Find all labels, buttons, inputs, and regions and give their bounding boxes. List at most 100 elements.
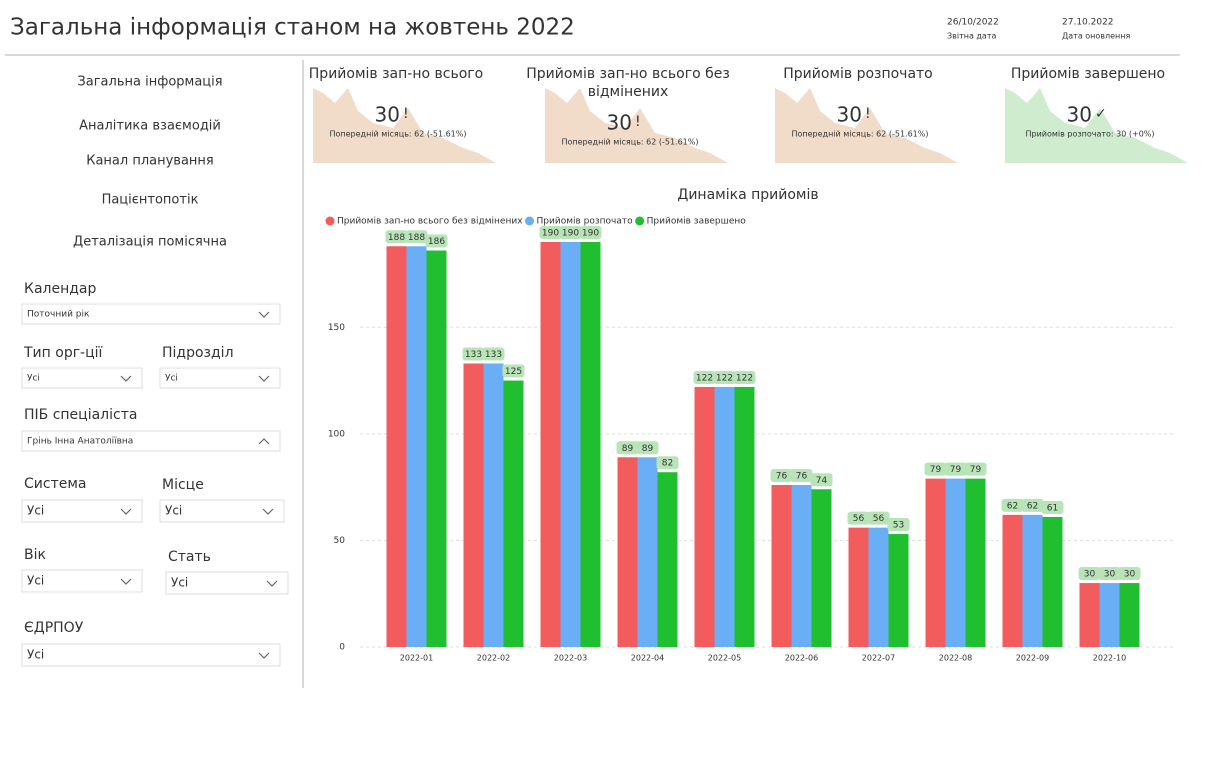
data-label: 89 (642, 444, 654, 454)
data-label-bg (559, 226, 582, 239)
nav-item[interactable]: Канал планування (86, 154, 214, 169)
legend-swatch (635, 216, 645, 226)
dropdown-value: Усі (27, 504, 44, 518)
data-label: 125 (505, 367, 522, 377)
data-label: 188 (388, 233, 405, 243)
bar (426, 250, 447, 648)
x-tick-label: 2022-10 (1093, 654, 1126, 663)
nav-item[interactable]: Аналітика взаємодій (79, 119, 221, 134)
dropdown[interactable] (21, 303, 281, 325)
data-label-bg (1098, 567, 1121, 581)
bar (734, 386, 755, 647)
bar (503, 380, 524, 647)
bar (868, 527, 889, 647)
dropdown[interactable] (21, 499, 143, 523)
data-label-bg (770, 469, 793, 482)
data-label-bg (847, 511, 870, 525)
data-label-bg (482, 347, 505, 361)
data-label-bg (867, 511, 890, 525)
bar (560, 242, 581, 647)
filter-label: Система (24, 476, 86, 492)
dropdown[interactable] (165, 571, 289, 595)
filter-label: Календар (24, 281, 96, 297)
data-label: 30 (1104, 570, 1116, 580)
dropdown[interactable] (21, 569, 143, 593)
data-label: 62 (1007, 501, 1018, 511)
chart-title: Динаміка прийомів (677, 187, 818, 203)
dropdown-arrow (266, 580, 278, 587)
data-label-bg (405, 230, 428, 244)
x-tick-label: 2022-02 (477, 654, 510, 663)
data-label-bg (539, 226, 562, 239)
x-tick-label: 2022-09 (1016, 654, 1049, 663)
report-date: 26/10/2022 (947, 18, 999, 28)
data-label-bg (502, 364, 525, 378)
data-label-bg (616, 441, 639, 455)
data-label-bg (693, 370, 716, 384)
legend-swatch (525, 216, 535, 226)
data-label: 53 (893, 521, 904, 531)
data-label-bg (1041, 500, 1064, 514)
dropdown-value: Усі (171, 576, 188, 590)
y-tick-label: 50 (334, 536, 346, 546)
dropdown[interactable] (159, 499, 285, 523)
dropdown-value: Поточний рік (27, 310, 90, 320)
x-tick-label: 2022-03 (554, 654, 587, 663)
x-tick-label: 2022-04 (631, 654, 664, 663)
bar (617, 457, 638, 647)
legend-label: Прийомів завершено (647, 217, 747, 227)
filter-label: Тип орг-ції (23, 345, 103, 361)
dropdown[interactable] (21, 643, 281, 667)
kpi-note: Попередній місяць: 62 (-51.61%) (329, 130, 466, 139)
data-label-bg (579, 226, 602, 239)
dropdown-value: Усі (27, 574, 44, 588)
data-label: 82 (662, 459, 673, 469)
data-label: 79 (930, 465, 942, 475)
dropdown[interactable] (21, 430, 281, 452)
data-label-bg (924, 462, 947, 476)
data-label-bg (1078, 567, 1101, 581)
dropdown[interactable] (159, 367, 281, 389)
data-label: 190 (562, 229, 579, 239)
data-label: 188 (408, 233, 425, 243)
data-label: 133 (485, 350, 502, 360)
bar (657, 472, 678, 647)
bar (925, 478, 946, 647)
nav-item[interactable]: Пацієнтопотік (102, 193, 199, 208)
data-label-bg (887, 518, 910, 532)
data-label: 56 (853, 514, 865, 524)
data-label: 62 (1027, 501, 1038, 511)
kpi-sparkline (313, 88, 496, 163)
kpi-title: Прийомів розпочато (783, 66, 933, 82)
kpi-title: Прийомів завершено (1011, 66, 1165, 82)
dropdown-arrow (262, 508, 274, 515)
data-label-bg (385, 230, 408, 244)
dropdown-arrow (258, 311, 270, 318)
data-label-bg (656, 456, 679, 470)
bar (637, 457, 658, 647)
y-tick-label: 150 (328, 323, 345, 333)
data-label-bg (790, 469, 813, 482)
page-title: Загальна інформація станом на жовтень 20… (10, 15, 575, 41)
filter-label: Вік (24, 547, 46, 563)
nav-item[interactable]: Загальна інформація (77, 75, 222, 90)
dropdown-value: Грінь Інна Анатоліївна (27, 437, 133, 447)
kpi-note: Прийомів розпочато: 30 (+0%) (1025, 130, 1154, 139)
dropdown[interactable] (21, 367, 143, 389)
bar (386, 246, 407, 647)
report-date-label: Звітна дата (947, 32, 996, 41)
bar (1079, 583, 1100, 647)
data-label-bg (1118, 567, 1141, 581)
dropdown-value: Усі (27, 374, 40, 384)
nav-item[interactable]: Деталізація помісячна (73, 235, 227, 250)
data-label: 30 (1084, 570, 1096, 580)
data-label: 79 (970, 465, 982, 475)
dropdown-arrow (120, 578, 132, 585)
data-label: 56 (873, 514, 885, 524)
data-label: 61 (1047, 503, 1058, 513)
bar (1099, 583, 1120, 647)
dropdown-arrow (258, 652, 270, 659)
kpi-note: Попередній місяць: 62 (-51.61%) (561, 138, 698, 147)
